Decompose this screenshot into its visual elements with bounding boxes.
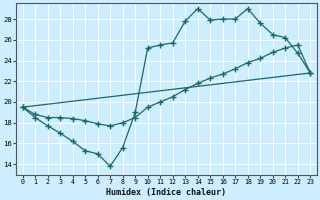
X-axis label: Humidex (Indice chaleur): Humidex (Indice chaleur) [107, 188, 227, 197]
